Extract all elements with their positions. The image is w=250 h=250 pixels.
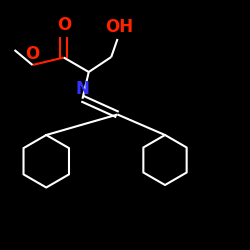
Text: OH: OH: [105, 18, 133, 36]
Text: N: N: [76, 80, 90, 98]
Text: O: O: [56, 16, 71, 34]
Text: O: O: [26, 45, 40, 63]
